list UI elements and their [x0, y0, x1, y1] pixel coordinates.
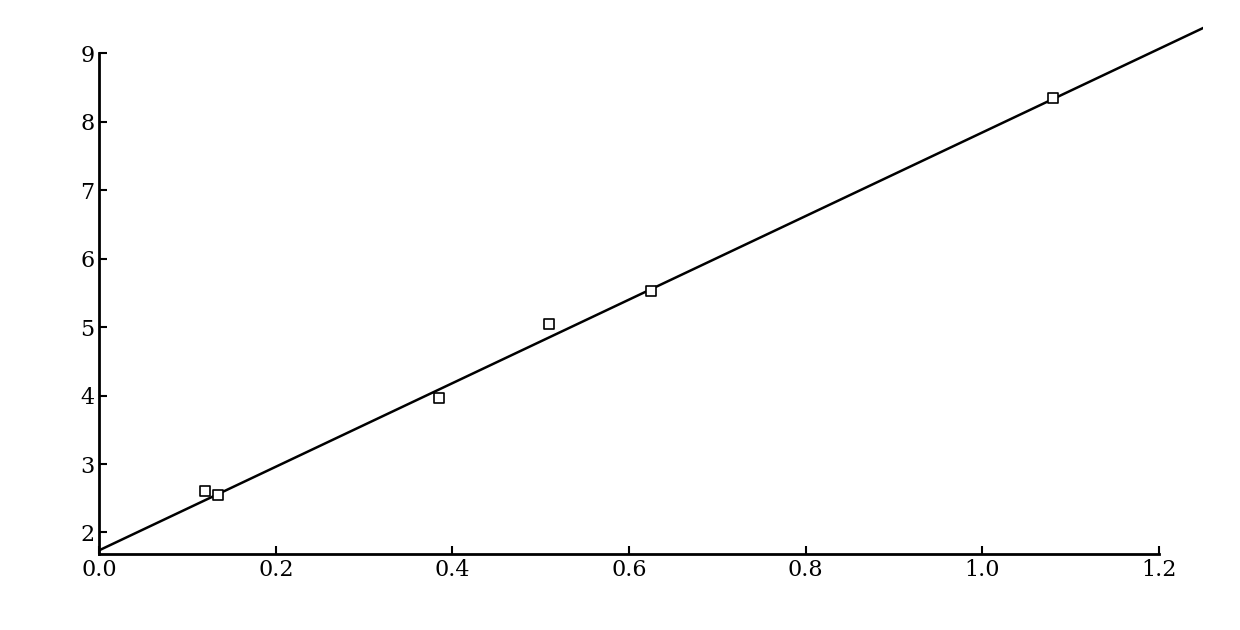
Point: [208, 490, 228, 500]
Point: [195, 486, 215, 496]
Point: [429, 393, 449, 403]
Point: [539, 319, 559, 329]
Point: [1043, 93, 1063, 103]
Point: [641, 287, 661, 297]
